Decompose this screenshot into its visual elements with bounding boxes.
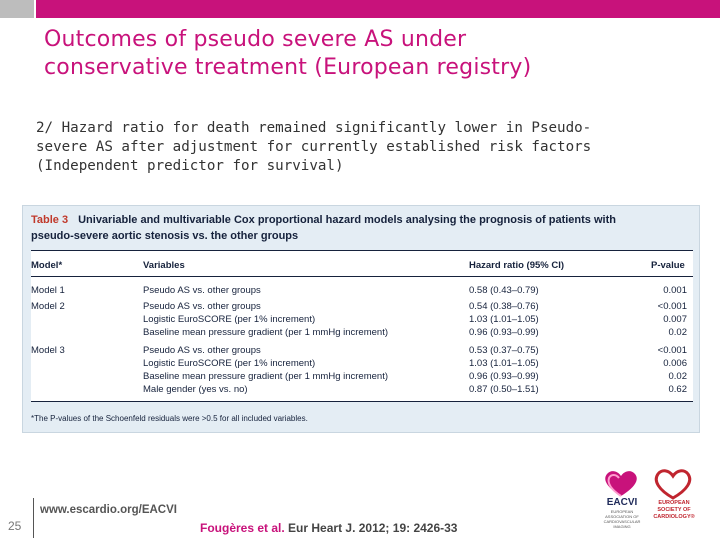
footer-divider [33, 498, 34, 538]
cell-variable: Pseudo AS vs. other groups [143, 345, 261, 356]
top-banner-grey-block [0, 0, 34, 18]
eacvi-logo-label: EACVI [606, 497, 638, 508]
cell-p-value: 0.02 [668, 371, 688, 382]
esc-logo-text: EUROPEAN SOCIETY OF CARDIOLOGY® [650, 500, 698, 521]
cell-model: Model 2 [31, 301, 65, 312]
table-caption-line-2: pseudo-severe aortic stenosis vs. the ot… [31, 230, 299, 242]
cell-p-value: <0.001 [657, 301, 687, 312]
table-caption: Table 3 Univariable and multivariable Cox… [31, 212, 691, 244]
hazard-table: Model* Variables Hazard ratio (95% CI) P… [31, 250, 693, 402]
table-top-rule [31, 250, 693, 251]
table-header-rule [31, 276, 693, 277]
slide-subtitle-line-1: 2/ Hazard ratio for death remained signi… [36, 120, 592, 136]
esc-logo-line-2: SOCIETY OF [657, 507, 691, 513]
cell-variable: Baseline mean pressure gradient (per 1 m… [143, 327, 388, 338]
citation-authors: Fougères et al. [200, 521, 285, 535]
slide-title-line-1: Outcomes of pseudo severe AS under [44, 27, 467, 52]
slide-title-line-2: conservative treatment (European registr… [44, 55, 532, 80]
slide-title: Outcomes of pseudo severe AS under conse… [44, 26, 704, 82]
cell-variable: Logistic EuroSCORE (per 1% increment) [143, 358, 316, 369]
top-banner-magenta-block [36, 0, 720, 18]
cell-hazard-ratio: 0.54 (0.38–0.76) [469, 301, 539, 312]
cell-p-value: 0.02 [668, 327, 688, 338]
table-footnote: *The P-values of the Schoenfeld residual… [31, 414, 308, 423]
top-banner [0, 0, 720, 18]
cell-p-value: 0.007 [663, 314, 687, 325]
slide-subtitle-line-3: (Independent predictor for survival) [36, 158, 344, 174]
cell-variable: Baseline mean pressure gradient (per 1 m… [143, 371, 388, 382]
cell-p-value: <0.001 [657, 345, 687, 356]
table-caption-line-1: Univariable and multivariable Cox propor… [78, 214, 616, 226]
esc-logo-line-3: CARDIOLOGY® [653, 514, 695, 520]
cell-hazard-ratio: 1.03 (1.01–1.05) [469, 358, 539, 369]
cell-variable: Pseudo AS vs. other groups [143, 301, 261, 312]
table-figure: Table 3 Univariable and multivariable Cox… [22, 205, 700, 433]
citation-reference: Eur Heart J. 2012; 19: 2426-33 [288, 521, 458, 535]
cell-p-value: 0.62 [668, 384, 688, 395]
cell-p-value: 0.001 [663, 285, 687, 296]
cell-model: Model 3 [31, 345, 65, 356]
header-p-value: P-value [651, 260, 685, 271]
header-model: Model* [31, 260, 63, 271]
esc-logo-line-1: EUROPEAN [658, 500, 690, 506]
cell-hazard-ratio: 0.87 (0.50–1.51) [469, 384, 539, 395]
slide-subtitle-line-2: severe AS after adjustment for currently… [36, 139, 592, 155]
cell-p-value: 0.006 [663, 358, 687, 369]
eacvi-heart-icon [605, 471, 637, 497]
cell-hazard-ratio: 0.53 (0.37–0.75) [469, 345, 539, 356]
cell-hazard-ratio: 0.96 (0.93–0.99) [469, 327, 539, 338]
table-number: Table 3 [31, 214, 69, 226]
cell-hazard-ratio: 0.96 (0.93–0.99) [469, 371, 539, 382]
cell-variable: Male gender (yes vs. no) [143, 384, 248, 395]
cell-hazard-ratio: 0.58 (0.43–0.79) [469, 285, 539, 296]
esc-heart-icon [654, 469, 692, 500]
table-bottom-rule [31, 401, 693, 402]
eacvi-logo-subtext: EUROPEAN ASSOCIATION OF CARDIOVASCULAR I… [603, 509, 641, 529]
cell-model: Model 1 [31, 285, 65, 296]
footer-url[interactable]: www.escardio.org/EACVI [40, 504, 177, 516]
slide-subtitle: 2/ Hazard ratio for death remained signi… [36, 119, 676, 176]
cell-variable: Logistic EuroSCORE (per 1% increment) [143, 314, 316, 325]
cell-variable: Pseudo AS vs. other groups [143, 285, 261, 296]
cell-hazard-ratio: 1.03 (1.01–1.05) [469, 314, 539, 325]
page-number: 25 [8, 519, 22, 533]
header-variables: Variables [143, 260, 185, 271]
header-hazard-ratio: Hazard ratio (95% CI) [469, 260, 565, 271]
citation: Fougères et al. Eur Heart J. 2012; 19: 2… [200, 521, 457, 535]
